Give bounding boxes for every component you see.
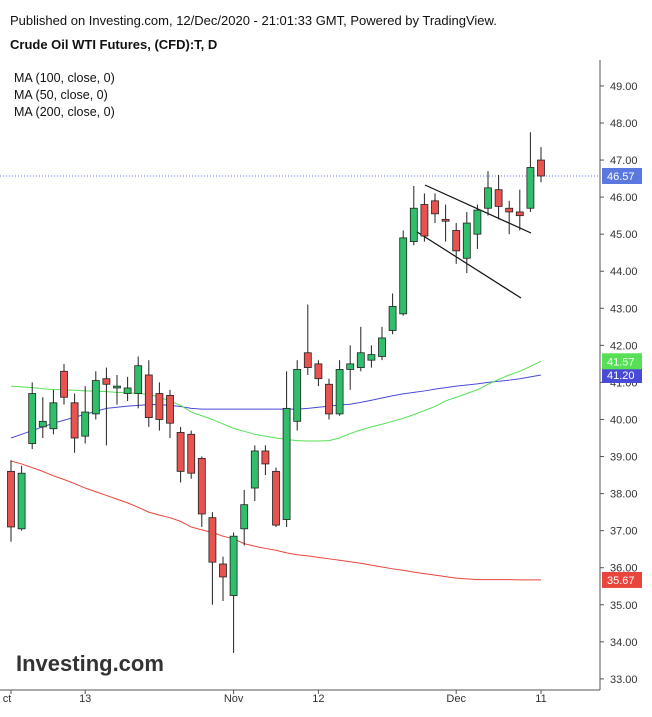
y-tick-label: 42.00 bbox=[610, 340, 638, 352]
candle-body bbox=[272, 470, 280, 526]
header: Published on Investing.com, 12/Dec/2020 … bbox=[10, 13, 497, 28]
ma-line bbox=[10, 460, 541, 581]
x-tick-label: 13 bbox=[79, 693, 91, 705]
price-tag: 46.57 bbox=[607, 171, 635, 183]
y-tick-label: 38.00 bbox=[610, 489, 638, 501]
y-tick-label: 39.00 bbox=[610, 452, 638, 464]
ma-tag-bg bbox=[602, 367, 642, 383]
x-tick-label: Dec bbox=[446, 693, 466, 705]
candle-body bbox=[113, 385, 121, 389]
x-tick-label: Nov bbox=[224, 693, 244, 705]
y-tick-label: 40.00 bbox=[610, 414, 638, 426]
candle-body bbox=[526, 167, 535, 209]
candle-body bbox=[346, 363, 355, 370]
candle-body bbox=[335, 369, 344, 415]
y-tick-label: 47.00 bbox=[610, 155, 638, 167]
candle-body bbox=[60, 370, 68, 398]
chart-title: Crude Oil WTI Futures, (CFD):T, D bbox=[10, 37, 217, 52]
y-tick-label: 48.00 bbox=[610, 118, 638, 130]
candle-body bbox=[144, 374, 153, 419]
candle-body bbox=[38, 420, 47, 428]
ma-tag: 41.20 bbox=[607, 370, 635, 382]
candle-body bbox=[250, 450, 259, 489]
candle-body bbox=[81, 411, 90, 437]
candle-body bbox=[49, 402, 58, 430]
candle-body bbox=[17, 472, 26, 530]
candle-body bbox=[473, 209, 482, 235]
candle-body bbox=[494, 189, 503, 207]
y-tick-label: 44.00 bbox=[610, 266, 638, 278]
candle-body bbox=[197, 457, 206, 515]
y-tick-label: 34.00 bbox=[610, 637, 638, 649]
candle-body bbox=[7, 470, 15, 528]
y-tick-label: 37.00 bbox=[610, 526, 638, 538]
logo: Investing.com bbox=[16, 651, 164, 676]
y-tick-label: 36.00 bbox=[610, 563, 638, 575]
candle-body bbox=[420, 204, 429, 237]
y-tick-label: 49.00 bbox=[610, 81, 638, 93]
trend-line bbox=[424, 184, 532, 234]
candle-body bbox=[208, 517, 217, 563]
candle-body bbox=[70, 402, 79, 439]
candle-body bbox=[219, 563, 227, 578]
y-tick-label: 46.00 bbox=[610, 192, 638, 204]
y-tick-label: 45.00 bbox=[610, 229, 638, 241]
ma-line bbox=[10, 374, 542, 439]
candle-body bbox=[314, 363, 323, 380]
candle-body bbox=[91, 380, 100, 415]
y-tick-label: 35.00 bbox=[610, 600, 638, 612]
candle-body bbox=[505, 207, 514, 213]
candle-body bbox=[282, 407, 291, 520]
ma-tag: 41.57 bbox=[607, 356, 635, 368]
candle-body bbox=[102, 378, 111, 385]
trend-line bbox=[413, 229, 522, 299]
price-tag-bg bbox=[602, 167, 642, 184]
candle-body bbox=[325, 383, 333, 415]
y-tick-label: 33.00 bbox=[610, 674, 638, 686]
ma-tag-bg bbox=[602, 353, 642, 370]
candle-body bbox=[155, 393, 164, 420]
candle-body bbox=[229, 535, 238, 596]
candle-body bbox=[452, 230, 461, 252]
candle-body bbox=[388, 306, 397, 331]
x-tick-label: 11 bbox=[535, 693, 546, 705]
legend-entry: MA (50, close, 0) bbox=[14, 88, 108, 102]
candle-body bbox=[293, 369, 302, 422]
legend-entry: MA (200, close, 0) bbox=[14, 105, 115, 119]
legend-entry: MA (100, close, 0) bbox=[14, 71, 115, 85]
candle-body bbox=[409, 207, 418, 242]
candle-body bbox=[462, 222, 471, 259]
x-tick-label: 12 bbox=[312, 693, 324, 705]
candle-body bbox=[176, 432, 185, 472]
candle-body bbox=[187, 433, 196, 474]
candle-body bbox=[261, 450, 270, 465]
candle-body bbox=[399, 237, 408, 315]
candle-body bbox=[484, 187, 492, 209]
ma-line bbox=[10, 360, 542, 442]
candle-body bbox=[537, 159, 545, 177]
candle-body bbox=[431, 200, 439, 215]
candle-body bbox=[378, 337, 386, 357]
candle-body bbox=[367, 354, 376, 361]
ma-tag: 35.67 bbox=[607, 575, 635, 587]
candle-body bbox=[356, 352, 365, 368]
candle-body bbox=[240, 504, 249, 530]
candle-body bbox=[123, 387, 132, 394]
candle-body bbox=[134, 365, 143, 394]
ma-tag-bg bbox=[602, 571, 642, 588]
x-tick-label: ct bbox=[3, 693, 12, 705]
y-tick-label: 43.00 bbox=[610, 303, 638, 315]
candle-body bbox=[166, 394, 174, 424]
candle-body bbox=[441, 218, 450, 222]
candle-body bbox=[28, 393, 37, 444]
candle-body bbox=[303, 352, 312, 368]
candle-body bbox=[515, 211, 524, 217]
